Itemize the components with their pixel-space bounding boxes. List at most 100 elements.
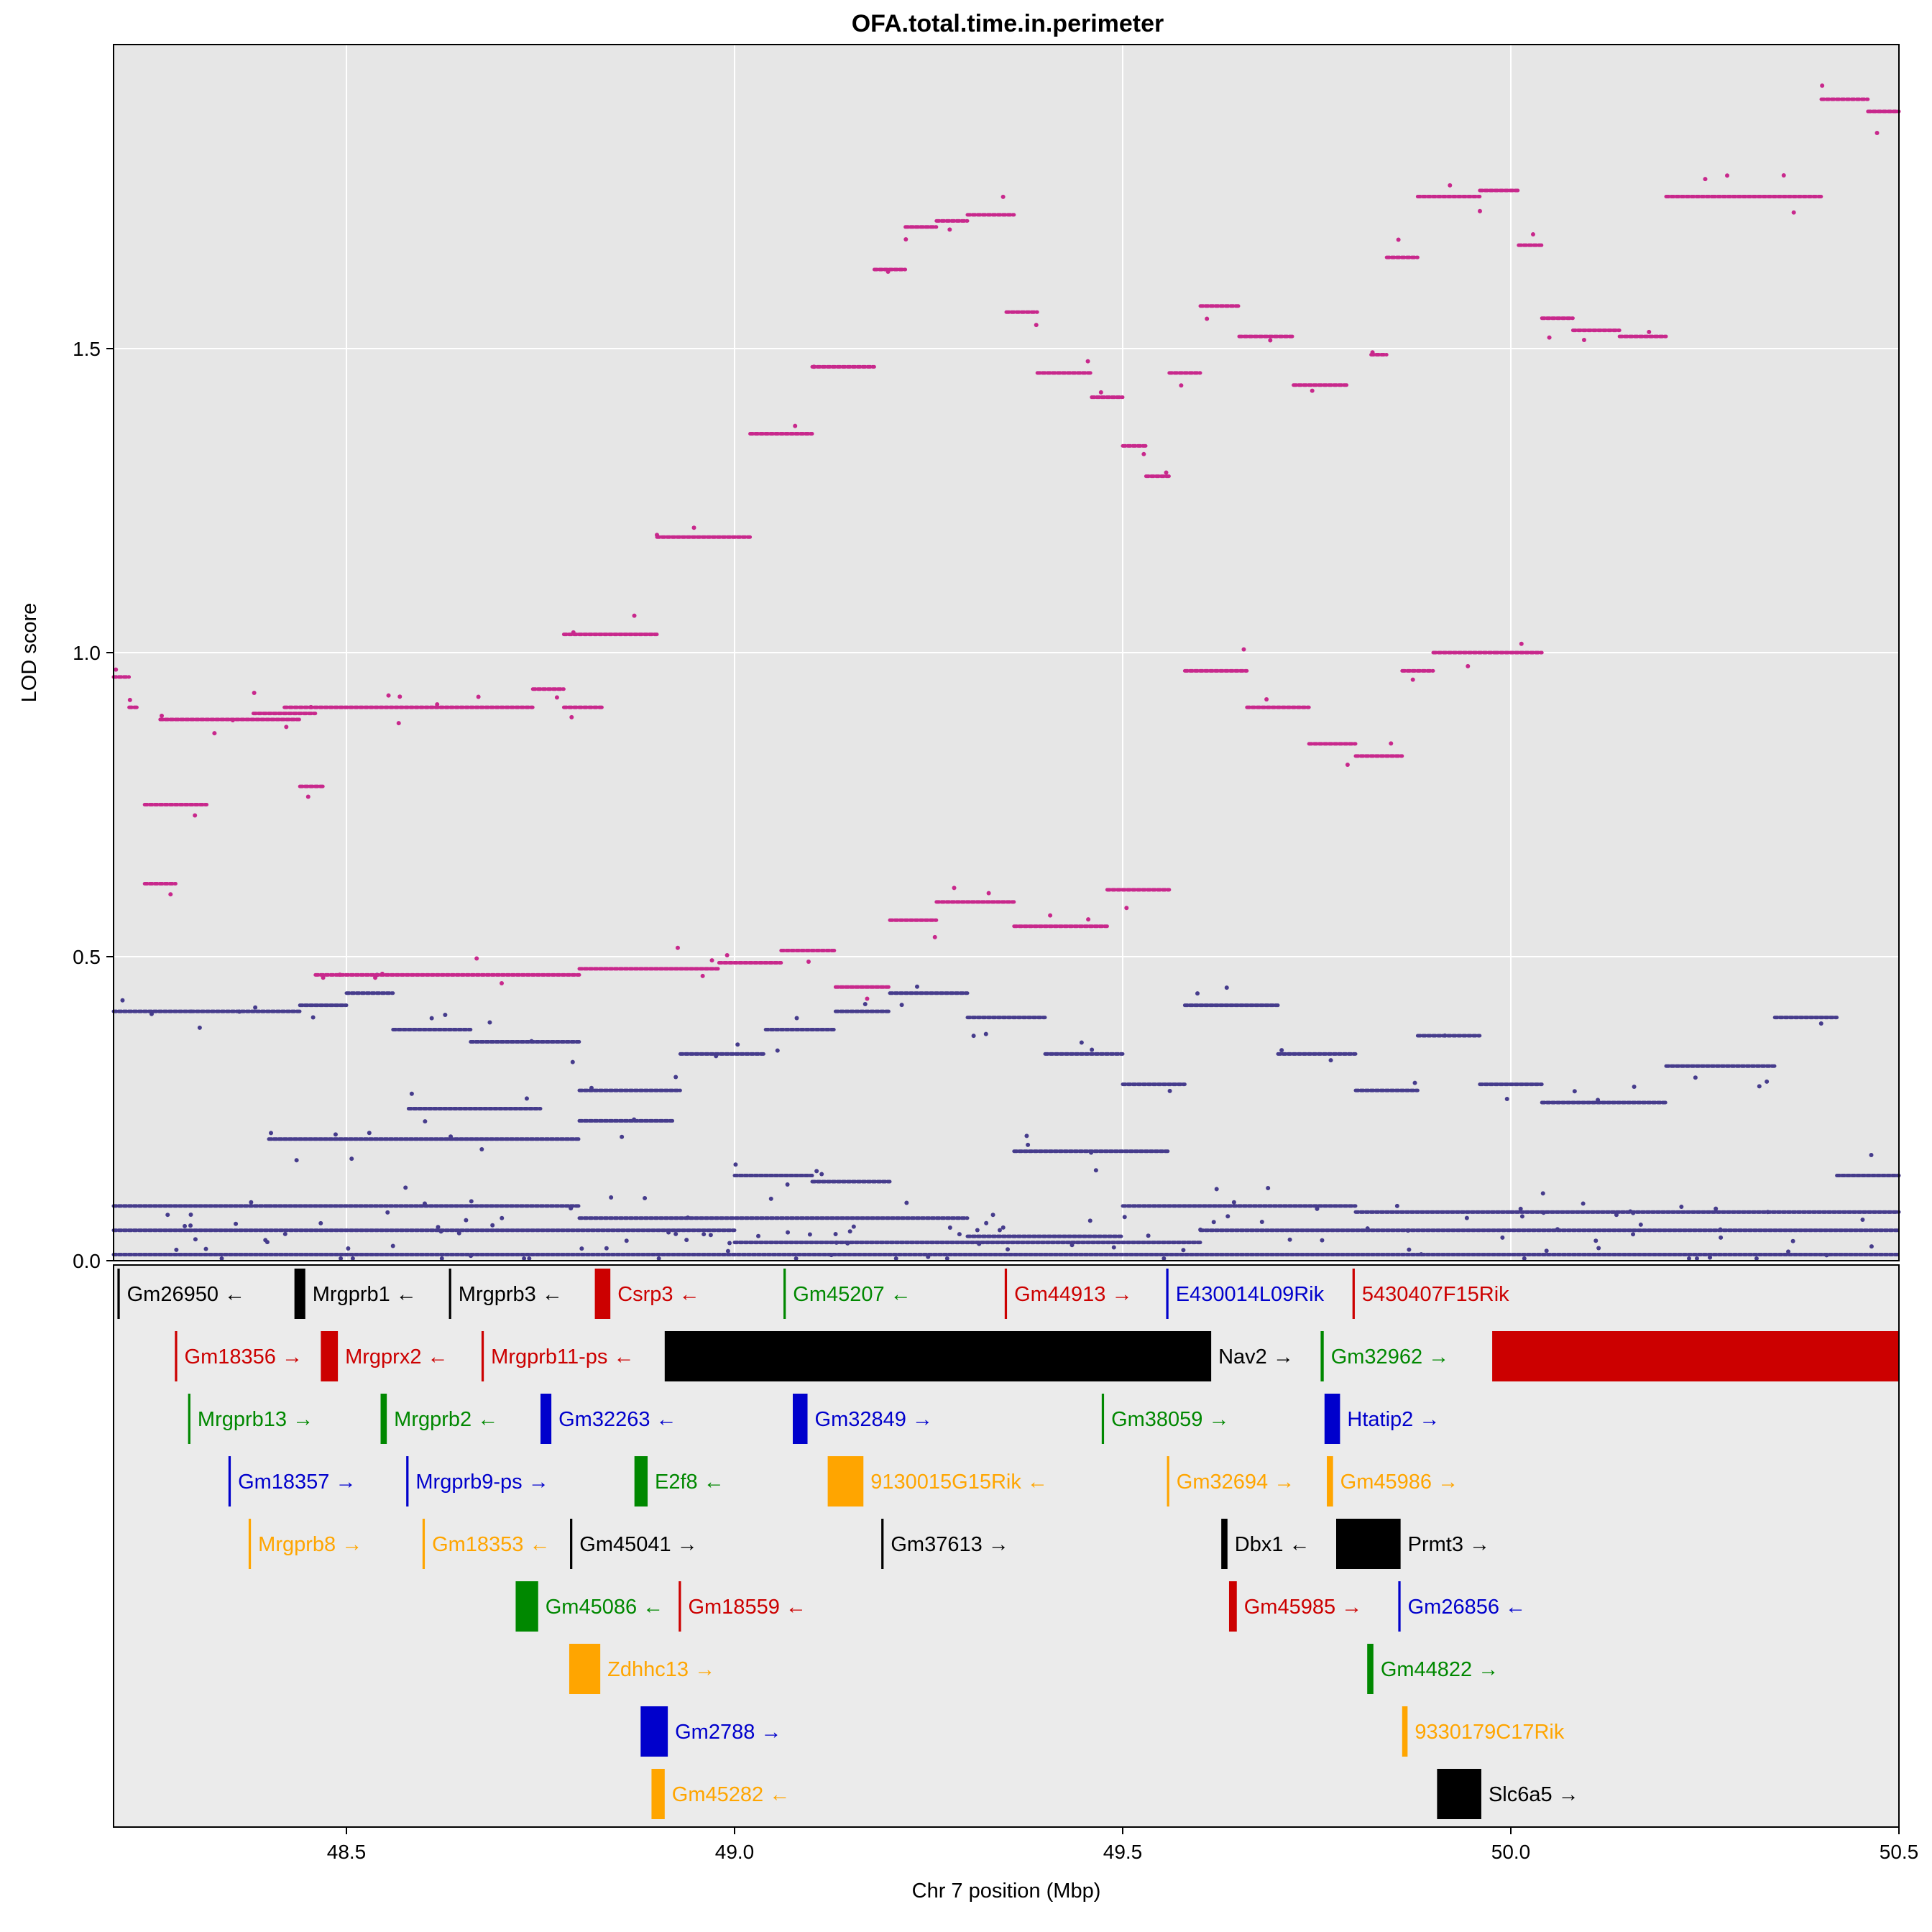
lod-point	[1225, 1214, 1230, 1219]
lod-point	[149, 1011, 154, 1016]
gene-body	[294, 1269, 305, 1319]
lod-point	[165, 1213, 170, 1218]
lod-point	[1694, 1256, 1699, 1261]
lod-point	[479, 1147, 484, 1152]
lod-point	[1141, 451, 1146, 456]
lod-point	[1581, 337, 1586, 342]
lod-point	[1765, 1210, 1770, 1215]
lod-point	[794, 1256, 799, 1261]
gene: Mrgprb3 ←	[448, 1269, 563, 1319]
lod-point	[768, 1196, 773, 1201]
lod-point	[264, 1240, 270, 1245]
lod-point	[947, 227, 952, 232]
lod-point	[904, 1200, 909, 1205]
lod-point	[1781, 172, 1786, 178]
gene-body	[540, 1394, 552, 1444]
lod-point	[1719, 1235, 1724, 1240]
gene-label: Mrgprb13 →	[198, 1408, 313, 1431]
gene: Gm2788 →	[640, 1706, 781, 1757]
lod-point	[1791, 210, 1796, 215]
gene-label: Gm45207 ←	[793, 1283, 911, 1306]
lod-point	[975, 1228, 980, 1233]
gene-body	[1101, 1394, 1105, 1444]
lod-point	[310, 1015, 316, 1020]
y-tick-label: 0.0	[73, 1250, 101, 1272]
gene-body	[248, 1519, 252, 1569]
gene-body	[1336, 1519, 1401, 1569]
lod-point	[1224, 985, 1229, 990]
lod-point	[487, 1020, 492, 1025]
lod-point	[1824, 1253, 1829, 1258]
lod-point	[632, 1117, 637, 1122]
lod-point	[1000, 194, 1006, 199]
gene-body	[422, 1519, 426, 1569]
gene-body	[481, 1331, 484, 1381]
lod-point	[714, 1054, 719, 1059]
lod-point	[793, 423, 798, 428]
gene-body	[664, 1331, 1212, 1381]
lod-point	[1231, 1200, 1236, 1205]
gene: Gm45041 →	[570, 1519, 698, 1569]
gene: Prmt3 →	[1336, 1519, 1490, 1569]
gene: Gm18353 ←	[422, 1519, 551, 1569]
lod-point	[120, 998, 125, 1003]
lod-point	[1530, 232, 1535, 237]
gene-label: Gm26856 ←	[1408, 1596, 1526, 1619]
lod-point	[709, 958, 714, 963]
gene: Gm26950 ←	[117, 1269, 245, 1319]
lod-point	[1034, 323, 1039, 328]
gene: Htatip2 →	[1324, 1394, 1440, 1444]
lod-point	[1686, 1256, 1691, 1261]
lod-point	[469, 1254, 474, 1259]
lod-point	[174, 1247, 179, 1252]
lod-point	[589, 1085, 594, 1090]
lod-point	[1754, 1256, 1759, 1261]
gene-label: Gm32962 →	[1331, 1346, 1449, 1368]
lod-point	[1638, 1222, 1643, 1227]
lod-point	[1006, 1247, 1011, 1252]
lod-point	[944, 1256, 949, 1261]
lod-point	[1593, 1238, 1598, 1243]
lod-point	[724, 952, 730, 957]
lod-point	[1714, 1206, 1719, 1211]
lod-point	[282, 1231, 288, 1236]
lod-point	[833, 1231, 838, 1236]
lod-point	[1279, 1048, 1284, 1053]
lod-point	[1198, 1227, 1203, 1232]
lod-point	[237, 1009, 242, 1014]
lod-point	[1287, 1237, 1292, 1242]
lod-point	[1111, 1245, 1116, 1250]
gene: Gm26856 ←	[1398, 1581, 1526, 1632]
lod-point	[571, 630, 576, 635]
lod-point	[997, 1228, 1002, 1233]
lod-point	[1464, 1215, 1469, 1220]
lod-point	[197, 1025, 202, 1030]
lod-point	[794, 1016, 799, 1021]
gene: Gm32849 →	[793, 1394, 933, 1444]
gene-body	[1166, 1269, 1169, 1319]
lod-point	[1725, 173, 1730, 178]
gene: E2f8 ←	[634, 1456, 724, 1506]
gene-body	[117, 1269, 120, 1319]
x-tick-label: 49.0	[715, 1841, 755, 1863]
gene-label: Slc6a5 →	[1489, 1783, 1579, 1806]
lod-point	[438, 1229, 443, 1234]
lod-point	[385, 1210, 390, 1215]
gene: Mrgprb1 ←	[294, 1269, 417, 1319]
lod-point	[1093, 1168, 1098, 1173]
lod-point	[775, 1048, 780, 1053]
lod-point	[785, 1182, 790, 1187]
lod-point	[284, 724, 289, 730]
gene-label: Gm26950 ←	[127, 1283, 245, 1306]
lod-point	[1179, 383, 1184, 388]
lod-point	[219, 1256, 224, 1261]
lod-point	[397, 694, 402, 699]
lod-point	[1500, 1235, 1505, 1240]
lod-point	[1412, 1080, 1417, 1085]
lod-point	[811, 364, 816, 369]
lod-point	[1162, 1256, 1167, 1261]
lod-point	[422, 1201, 427, 1206]
gene-body	[448, 1269, 451, 1319]
gene-label: Prmt3 →	[1408, 1533, 1490, 1556]
gene-body	[1228, 1581, 1237, 1632]
